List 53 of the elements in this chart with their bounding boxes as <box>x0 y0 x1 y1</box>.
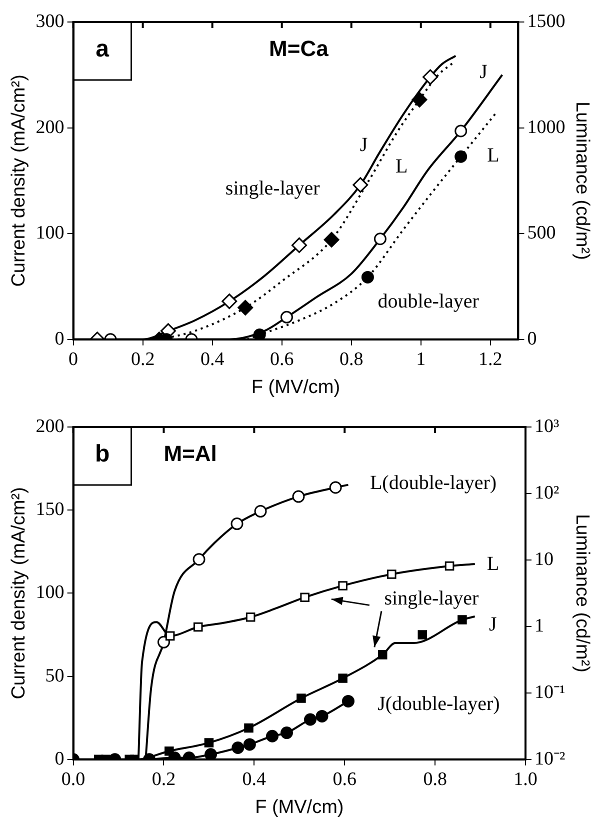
text: M=Al <box>164 441 217 466</box>
y-axis-title: Current density (mA/cm²) <box>8 487 30 700</box>
x-tick-label: 0.4 <box>242 768 267 790</box>
annotation: J <box>480 61 488 84</box>
text: b <box>94 440 110 468</box>
y2-tick-label: 10 <box>534 548 554 570</box>
x-tick-label: 0.2 <box>152 768 176 790</box>
y-tick-label: 0 <box>54 328 64 350</box>
x-tick-label: 0 <box>68 348 78 370</box>
y-tick-label: 100 <box>36 222 64 244</box>
annotation: J <box>489 614 498 636</box>
y-tick-label: 200 <box>36 416 64 437</box>
x-tick-label: 0.2 <box>130 348 155 370</box>
annotation: J <box>360 134 368 156</box>
y-tick-label: 150 <box>36 499 64 520</box>
y-tick-label: 100 <box>36 582 64 604</box>
x-tick-label: 0.0 <box>61 768 86 790</box>
annotation: L <box>486 553 500 576</box>
annotation: single-layer <box>225 178 320 200</box>
annotation: L <box>396 155 408 178</box>
y2-tick-label: 10² <box>534 482 560 504</box>
y-tick-label: 200 <box>36 116 64 138</box>
y-axis-title: Current density (mA/cm²) <box>8 74 30 287</box>
y2-tick-label: 10³ <box>534 416 560 437</box>
x-axis-title: F (MV/cm) <box>255 796 344 818</box>
y-tick-label: 0 <box>54 748 64 770</box>
x-tick-label: 0.4 <box>200 348 225 370</box>
x-axis-title: F (MV/cm) <box>251 376 340 398</box>
y2-axis-title: Luminance (cd/m²) <box>571 514 592 672</box>
annotation: L(double-layer) <box>370 472 497 494</box>
annotation: L <box>487 144 500 167</box>
x-tick-label: 0.6 <box>270 348 294 370</box>
y2-tick-label: 10⁻¹ <box>534 682 566 703</box>
x-tick-label: 0.8 <box>339 348 364 370</box>
y2-tick-label: 1500 <box>527 10 566 32</box>
x-tick-label: 0.8 <box>423 768 447 790</box>
y2-tick-label: 0 <box>527 328 537 350</box>
annotation: double-layer <box>378 290 480 313</box>
y2-tick-label: 10⁻² <box>534 748 566 770</box>
y-tick-label: 300 <box>36 10 64 32</box>
annotation: single-layer <box>384 587 479 610</box>
text: a <box>96 36 110 63</box>
text: M=Ca <box>269 36 330 62</box>
y2-axis-title: Luminance (cd/m²) <box>571 102 592 260</box>
y2-tick-label: 1 <box>534 615 544 636</box>
annotation: J(double-layer) <box>378 692 500 715</box>
y-tick-label: 50 <box>45 665 64 686</box>
x-tick-label: 1 <box>416 348 426 370</box>
x-tick-label: 1.2 <box>478 348 502 370</box>
x-tick-label: 0.6 <box>332 768 356 790</box>
y2-tick-label: 500 <box>527 222 556 244</box>
y2-tick-label: 1000 <box>527 116 566 138</box>
x-tick-label: 1.0 <box>514 768 538 790</box>
